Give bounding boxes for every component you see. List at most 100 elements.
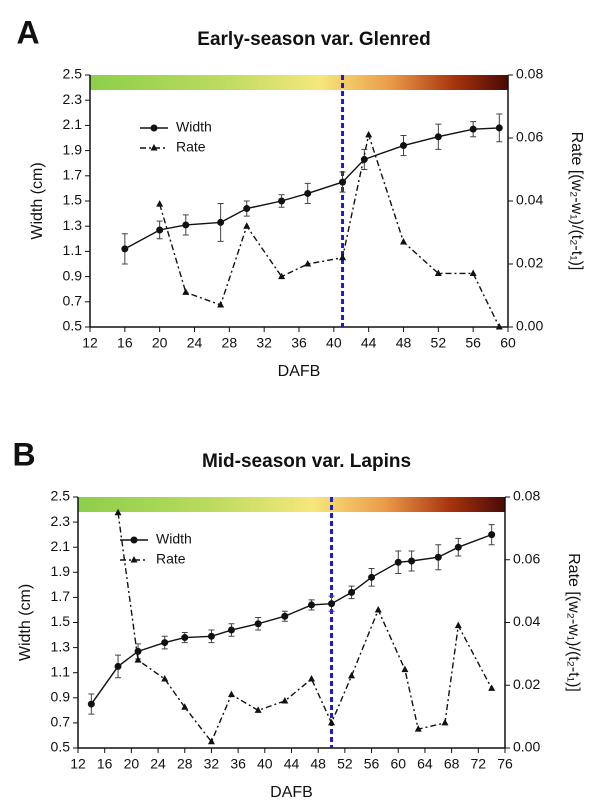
- y2-tick-label: 0.02: [516, 255, 543, 271]
- data-point: [227, 626, 235, 634]
- x-tick-label: 16: [97, 756, 113, 772]
- y-tick-label: 0.5: [51, 739, 71, 755]
- x-tick-label: 64: [417, 756, 433, 772]
- data-point: [401, 665, 409, 673]
- data-point: [495, 124, 503, 132]
- x-tick-label: 52: [337, 756, 353, 772]
- data-point: [488, 531, 496, 539]
- data-point: [434, 553, 442, 561]
- x-tick-label: 72: [471, 756, 487, 772]
- data-point: [207, 632, 215, 640]
- data-point: [182, 288, 190, 295]
- x-tick-label: 28: [177, 756, 193, 772]
- x-tick-label: 36: [230, 756, 246, 772]
- y-tick-label: 0.7: [63, 293, 83, 309]
- color-bar: [78, 497, 505, 512]
- data-point: [365, 130, 373, 138]
- x-tick-label: 28: [222, 335, 238, 351]
- y-tick-label: 2.1: [63, 116, 83, 132]
- y-tick-label: 1.9: [51, 563, 71, 579]
- data-point: [254, 706, 262, 713]
- legend-label: Rate: [176, 139, 206, 155]
- data-point: [339, 178, 347, 186]
- data-point: [156, 200, 164, 207]
- x-tick-label: 56: [364, 756, 380, 772]
- panel-label: A: [16, 14, 39, 50]
- data-point: [278, 197, 286, 205]
- data-point: [408, 557, 416, 565]
- data-point: [454, 621, 462, 629]
- y-tick-label: 2.5: [51, 488, 71, 504]
- y-tick-label: 1.9: [63, 141, 83, 157]
- data-point: [441, 718, 449, 726]
- y2-tick-label: 0.00: [516, 318, 543, 334]
- y-tick-label: 1.1: [51, 663, 71, 679]
- data-point: [134, 647, 142, 655]
- x-tick-label: 40: [326, 335, 342, 351]
- legend-label: Rate: [156, 551, 186, 567]
- y2-tick-label: 0.04: [513, 613, 540, 629]
- y-tick-label: 1.5: [51, 613, 71, 629]
- x-tick-label: 68: [444, 756, 460, 772]
- y-tick-label: 1.5: [63, 192, 83, 208]
- data-point: [328, 600, 336, 608]
- y-axis-title: Width (cm): [17, 584, 34, 661]
- legend-marker: [130, 556, 138, 563]
- y-tick-label: 2.3: [51, 513, 71, 529]
- x-tick-label: 40: [257, 756, 273, 772]
- x-tick-label: 60: [390, 756, 406, 772]
- x-tick-label: 12: [70, 756, 86, 772]
- data-point: [328, 718, 336, 726]
- y-tick-label: 0.9: [63, 267, 83, 283]
- data-point: [374, 605, 382, 613]
- series-line: [158, 132, 500, 328]
- x-tick-label: 32: [204, 756, 220, 772]
- x-tick-label: 32: [256, 335, 272, 351]
- x-tick-label: 56: [465, 335, 481, 351]
- data-point: [348, 671, 356, 679]
- x-tick-label: 16: [117, 335, 133, 351]
- y-tick-label: 0.5: [63, 318, 83, 334]
- x-tick-label: 24: [187, 335, 203, 351]
- y-tick-label: 1.7: [51, 588, 71, 604]
- y-tick-label: 1.3: [51, 638, 71, 654]
- y-tick-label: 2.1: [51, 538, 71, 554]
- y-tick-label: 2.3: [63, 91, 83, 107]
- panel-label: B: [12, 436, 35, 472]
- y-axis-title: Width (cm): [29, 162, 46, 239]
- x-tick-label: 24: [150, 756, 166, 772]
- x-tick-label: 20: [152, 335, 168, 351]
- series-line: [90, 533, 492, 705]
- data-point: [339, 253, 347, 261]
- data-point: [217, 300, 225, 308]
- data-point: [495, 323, 503, 330]
- data-point: [134, 656, 142, 663]
- y2-tick-label: 0.00: [513, 739, 540, 755]
- data-point: [121, 245, 129, 253]
- data-point: [181, 703, 189, 710]
- y2-tick-label: 0.08: [516, 66, 543, 82]
- y2-axis-title: Rate [(w₂-w₁)/(t₂-t₁)]: [565, 553, 582, 692]
- data-point: [281, 696, 289, 704]
- data-point: [368, 573, 376, 581]
- data-point: [400, 237, 407, 245]
- data-point: [360, 155, 368, 163]
- color-bar: [90, 75, 508, 90]
- x-tick-label: 36: [291, 335, 307, 351]
- legend-label: Width: [176, 119, 212, 135]
- data-point: [156, 226, 164, 234]
- y-tick-label: 1.7: [63, 167, 83, 183]
- y-tick-label: 1.1: [63, 242, 83, 258]
- x-tick-label: 76: [497, 756, 513, 772]
- x-tick-label: 60: [500, 335, 516, 351]
- y2-tick-label: 0.06: [513, 550, 540, 566]
- legend-marker: [150, 124, 158, 132]
- data-point: [400, 142, 407, 150]
- x-tick-label: 44: [361, 335, 377, 351]
- x-tick-label: 20: [124, 756, 140, 772]
- data-point: [434, 269, 442, 276]
- data-point: [469, 125, 477, 133]
- x-tick-label: 48: [310, 756, 326, 772]
- data-point: [308, 601, 316, 609]
